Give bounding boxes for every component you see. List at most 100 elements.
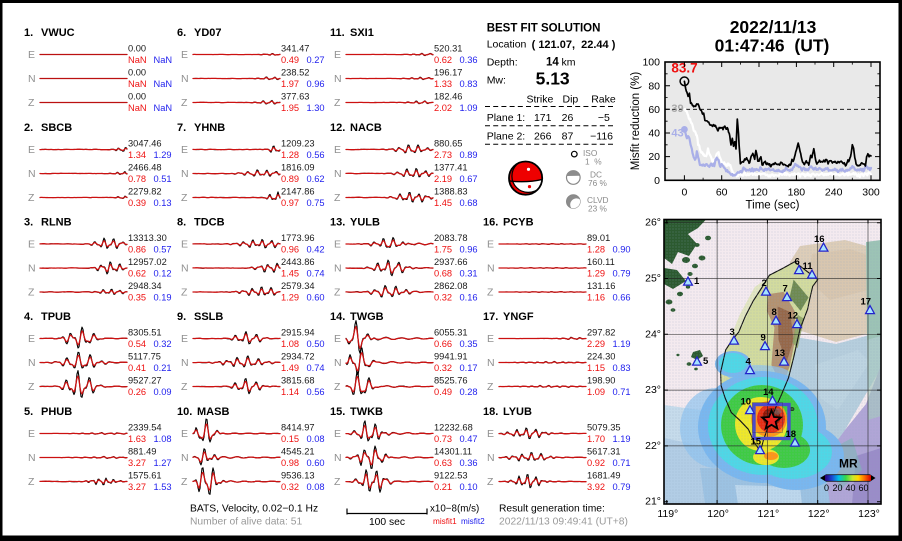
svg-text:E: E: [181, 239, 188, 251]
svg-text:23 %: 23 %: [588, 204, 608, 214]
svg-text:0.66: 0.66: [434, 339, 452, 349]
svg-text:0.19: 0.19: [154, 292, 172, 302]
svg-text:1.29: 1.29: [281, 292, 299, 302]
svg-text:0.83: 0.83: [613, 363, 631, 373]
svg-text:0.62: 0.62: [434, 55, 452, 65]
svg-text:TWGB: TWGB: [350, 311, 384, 323]
svg-text:2.: 2.: [24, 122, 33, 134]
svg-text:0.32: 0.32: [281, 482, 299, 492]
svg-text:E: E: [28, 239, 35, 251]
svg-text:N: N: [181, 263, 189, 275]
svg-text:N: N: [28, 263, 36, 275]
svg-text:6055.31: 6055.31: [434, 327, 468, 337]
svg-text:11: 11: [803, 261, 814, 272]
svg-text:N: N: [28, 168, 36, 180]
svg-text:9527.27: 9527.27: [128, 375, 162, 385]
svg-text:1.09: 1.09: [460, 103, 478, 113]
svg-text:N: N: [334, 73, 342, 85]
svg-text:N: N: [181, 357, 189, 369]
svg-text:E: E: [487, 239, 494, 251]
svg-text:1: 1: [694, 276, 700, 287]
svg-text:0.27: 0.27: [307, 55, 325, 65]
svg-text:87: 87: [562, 131, 574, 143]
svg-text:N: N: [28, 357, 36, 369]
svg-text:1.45: 1.45: [434, 198, 452, 208]
svg-text:1.49: 1.49: [281, 363, 299, 373]
svg-text:0.32: 0.32: [434, 363, 452, 373]
svg-text:1.09: 1.09: [587, 387, 605, 397]
svg-text:0.00: 0.00: [128, 43, 146, 53]
svg-text:LYUB: LYUB: [503, 406, 532, 418]
svg-text:160.11: 160.11: [587, 257, 615, 267]
svg-text:9941.91: 9941.91: [434, 351, 468, 361]
svg-text:0.98: 0.98: [281, 458, 299, 468]
svg-text:Z: Z: [28, 287, 35, 299]
svg-text:E: E: [181, 428, 188, 440]
svg-text:0.63: 0.63: [434, 458, 452, 468]
svg-text:2339.54: 2339.54: [128, 422, 162, 432]
svg-text:341.47: 341.47: [281, 43, 309, 53]
svg-text:18: 18: [786, 429, 797, 440]
svg-text:198.90: 198.90: [587, 375, 615, 385]
svg-text:SXI1: SXI1: [350, 27, 374, 39]
svg-text:0.67: 0.67: [460, 174, 478, 184]
svg-text:E: E: [487, 333, 494, 345]
svg-text:1.14: 1.14: [281, 387, 299, 397]
svg-text:1681.49: 1681.49: [587, 470, 621, 480]
svg-text:PCYB: PCYB: [503, 217, 534, 229]
svg-text:TPUB: TPUB: [41, 311, 71, 323]
svg-text:Strike: Strike: [527, 94, 554, 106]
svg-text:10.: 10.: [177, 406, 192, 418]
svg-text:0.21: 0.21: [154, 363, 172, 373]
svg-text:2466.48: 2466.48: [128, 162, 162, 172]
svg-text:NaN: NaN: [154, 55, 173, 65]
svg-text:NaN: NaN: [128, 103, 147, 113]
svg-text:881.49: 881.49: [128, 446, 156, 456]
svg-text:3.: 3.: [24, 217, 33, 229]
svg-text:0.89: 0.89: [281, 174, 299, 184]
svg-text:16: 16: [814, 234, 825, 245]
svg-text:2.73: 2.73: [434, 150, 452, 160]
svg-text:YULB: YULB: [350, 217, 380, 229]
svg-text:0.96: 0.96: [307, 79, 325, 89]
svg-text:8305.51: 8305.51: [128, 327, 162, 337]
svg-text:1.28: 1.28: [587, 244, 605, 254]
svg-text:0.42: 0.42: [307, 244, 325, 254]
svg-text:224.30: 224.30: [587, 351, 615, 361]
svg-text:1.70: 1.70: [587, 434, 605, 444]
svg-text:300: 300: [862, 186, 880, 198]
svg-text:2937.66: 2937.66: [434, 257, 468, 267]
svg-text:0: 0: [654, 175, 660, 187]
svg-text:13313.30: 13313.30: [128, 233, 167, 243]
svg-text:2862.08: 2862.08: [434, 281, 468, 291]
svg-text:0.78: 0.78: [128, 174, 146, 184]
svg-text:E: E: [334, 49, 341, 61]
svg-text:8: 8: [772, 307, 777, 318]
svg-text:BEST FIT SOLUTION: BEST FIT SOLUTION: [487, 23, 601, 35]
svg-text:0.39: 0.39: [128, 198, 146, 208]
svg-text:1.45: 1.45: [281, 268, 299, 278]
svg-text:7: 7: [783, 284, 788, 295]
svg-text:7.: 7.: [177, 122, 186, 134]
svg-text:0.32: 0.32: [434, 292, 452, 302]
svg-text:4545.21: 4545.21: [281, 446, 315, 456]
svg-text:N: N: [28, 452, 36, 464]
svg-text:16.: 16.: [483, 217, 498, 229]
svg-text:0.13: 0.13: [154, 198, 172, 208]
svg-text:20: 20: [648, 151, 660, 163]
svg-text:1575.61: 1575.61: [128, 470, 162, 480]
svg-text:Z: Z: [28, 381, 35, 393]
svg-text:0.08: 0.08: [307, 434, 325, 444]
svg-text:0.51: 0.51: [154, 174, 172, 184]
svg-text:40: 40: [648, 128, 660, 140]
svg-text:0.66: 0.66: [613, 292, 631, 302]
svg-text:9.: 9.: [177, 311, 186, 323]
svg-text:0.79: 0.79: [613, 482, 631, 492]
svg-text:1.08: 1.08: [154, 434, 172, 444]
svg-text:13.: 13.: [330, 217, 345, 229]
svg-text:Z: Z: [334, 192, 341, 204]
svg-text:0.73: 0.73: [434, 434, 452, 444]
svg-text:N: N: [334, 263, 342, 275]
svg-text:0.28: 0.28: [460, 387, 478, 397]
svg-text:377.63: 377.63: [281, 91, 309, 101]
